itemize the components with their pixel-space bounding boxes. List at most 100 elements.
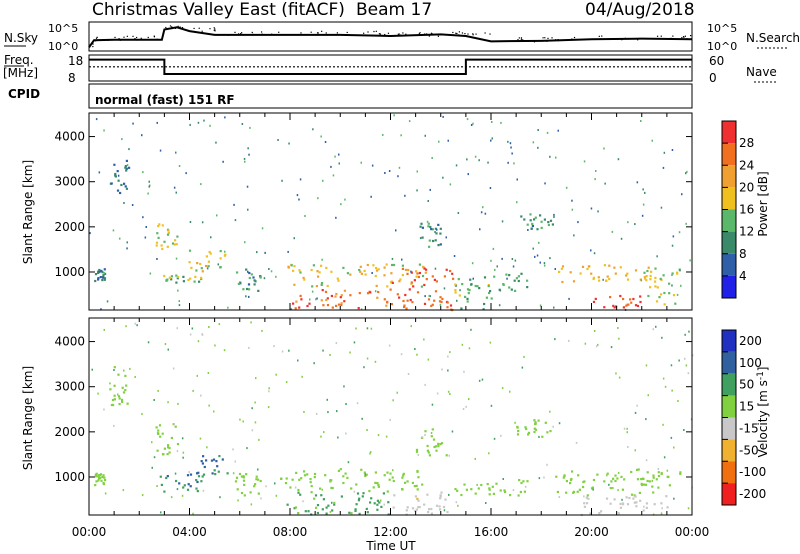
heatmap-cell [334,295,337,298]
heatmap-cell [520,481,523,485]
heatmap-cell [537,419,540,422]
heatmap-cell [424,134,426,137]
heatmap-cell [400,353,403,356]
heatmap-cell [393,494,396,497]
heatmap-cell [255,377,257,380]
heatmap-cell [495,482,498,485]
heatmap-cell [244,241,246,244]
heatmap-cell [383,266,386,269]
heatmap-cell [175,151,177,154]
heatmap-cell [524,426,527,429]
heatmap-cell [337,279,340,282]
heatmap-cell [320,299,323,302]
heatmap-cell [533,430,536,434]
heatmap-cell [177,402,179,405]
heatmap-cell [257,478,260,481]
heatmap-cell [124,185,127,188]
heatmap-cell [546,131,549,134]
heatmap-cell [377,290,380,294]
heatmap-cell [141,134,143,137]
heatmap-cell [614,474,617,477]
nsearch-point [472,34,474,36]
heatmap-cell [428,239,431,242]
heatmap-cell [297,359,299,362]
nsearch-point [234,31,236,33]
heatmap-cell [207,260,210,263]
heatmap-cell [546,431,549,434]
nsearch-point [363,32,365,34]
colorbar-tick-label: -50 [739,443,759,457]
heatmap-cell [431,428,434,431]
heatmap-cell [493,275,496,278]
nsearch-point [310,31,312,33]
heatmap-cell [514,259,517,262]
nave-tick-bottom: 0 [709,71,717,85]
heatmap-cell [189,123,191,126]
heatmap-cell [301,375,303,378]
heatmap-cell [320,435,322,438]
heatmap-cell [197,475,201,478]
heatmap-cell [331,509,334,512]
nsky-line [88,25,693,48]
heatmap-cell [576,490,579,493]
heatmap-cell [502,478,504,480]
nsearch-point [405,33,407,35]
heatmap-cell [594,297,597,300]
heatmap-cell [603,306,606,309]
heatmap-cell [466,297,469,300]
heatmap-cell [439,303,442,306]
heatmap-cell [181,437,184,440]
heatmap-cell [281,179,283,182]
heatmap-cell [514,289,517,292]
heatmap-cell [232,448,234,451]
heatmap-cell [212,458,216,461]
heatmap-cell [321,508,324,511]
heatmap-cell [509,390,511,393]
heatmap-cell [448,454,450,457]
heatmap-cell [131,204,134,206]
heatmap-cell [430,432,433,434]
heatmap-cell [190,266,193,269]
heatmap-cell [203,465,206,469]
colorbar-tick-label: 24 [739,158,754,172]
nsearch-point [425,33,428,35]
heatmap-cell [313,472,317,476]
nsearch-point [656,35,659,37]
heatmap-cell [113,398,116,401]
heatmap-cell [292,302,295,305]
radar-title: Christmas Valley East (fitACF) [92,0,345,20]
heatmap-cell [470,328,472,331]
heatmap-cell [377,434,380,437]
nsearch-point [345,34,348,36]
heatmap-cell [401,258,403,261]
heatmap-cell [207,265,210,268]
heatmap-cell [364,273,367,276]
heatmap-cell [368,489,371,493]
heatmap-cell [660,206,663,209]
heatmap-cell [242,475,245,478]
heatmap-cell [273,345,275,348]
heatmap-cell [145,226,147,228]
heatmap-cell [435,280,438,283]
heatmap-cell [98,171,101,174]
heatmap-cell [340,302,343,305]
heatmap-cell [339,468,342,471]
heatmap-cell [392,469,394,472]
heatmap-cell [615,305,618,308]
heatmap-cell [310,491,313,494]
heatmap-cell [634,495,637,498]
heatmap-cell [200,267,203,270]
heatmap-cell [388,478,391,481]
heatmap-cell [157,429,160,432]
heatmap-cell [313,362,315,365]
heatmap-cell [201,475,204,478]
heatmap-cell [572,280,576,283]
heatmap-cell [468,398,470,401]
heatmap-cell [539,214,542,217]
heatmap-cell [317,275,320,278]
heatmap-cell [437,244,440,247]
nsearch-point [132,35,134,37]
heatmap-cell [327,504,330,507]
heatmap-cell [469,278,472,281]
heatmap-cell [122,489,125,492]
